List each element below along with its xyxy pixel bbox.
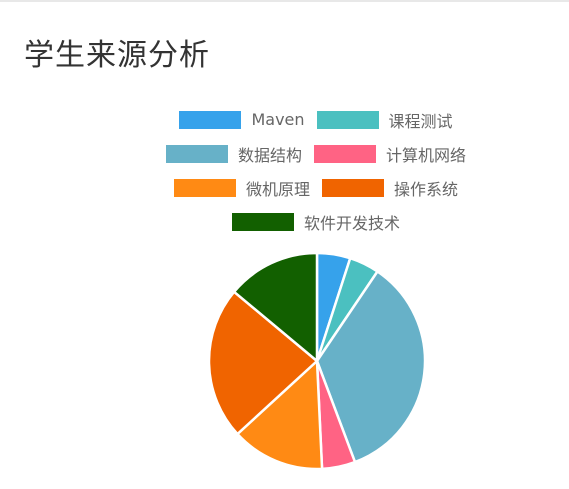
top-divider (0, 0, 569, 2)
legend-swatch (316, 110, 379, 129)
legend-row: 数据结构 计算机网络 (0, 142, 569, 165)
legend-label: 数据结构 (237, 145, 302, 165)
pie-slice[interactable] (315, 269, 427, 464)
legend-row: 微机原理 操作系统 (0, 176, 569, 199)
legend-label: 操作系统 (394, 179, 459, 199)
legend-row: 软件开发技术 (0, 210, 569, 233)
legend-item[interactable]: 课程测试 (316, 108, 453, 132)
legend-swatch (173, 178, 236, 197)
page-title: 学生来源分析 (24, 38, 210, 73)
legend-item[interactable]: 操作系统 (322, 176, 458, 200)
legend-row: Maven 课程测试 (0, 108, 569, 131)
chart-legend: Maven 课程测试数据结构 计算机网络微机原理 操作系统软件开发技术 (0, 108, 569, 244)
legend-label: 课程测试 (388, 111, 453, 131)
legend-swatch (179, 110, 242, 129)
legend-item[interactable]: 计算机网络 (314, 142, 466, 166)
legend-label: 微机原理 (245, 179, 310, 199)
legend-swatch (314, 144, 376, 163)
legend-label: 软件开发技术 (303, 213, 400, 233)
pie-slice[interactable] (235, 358, 324, 471)
legend-item[interactable]: 微机原理 (173, 176, 310, 200)
legend-label: Maven (251, 110, 305, 129)
legend-label: 计算机网络 (386, 145, 467, 165)
legend-item[interactable]: 数据结构 (165, 142, 302, 166)
legend-swatch (322, 178, 384, 197)
pie-slice[interactable] (232, 251, 319, 364)
legend-item[interactable]: Maven (179, 110, 305, 129)
legend-item[interactable]: 软件开发技术 (231, 210, 400, 234)
pie-slice[interactable] (207, 290, 319, 436)
legend-swatch (165, 144, 228, 163)
legend-swatch (231, 212, 294, 231)
